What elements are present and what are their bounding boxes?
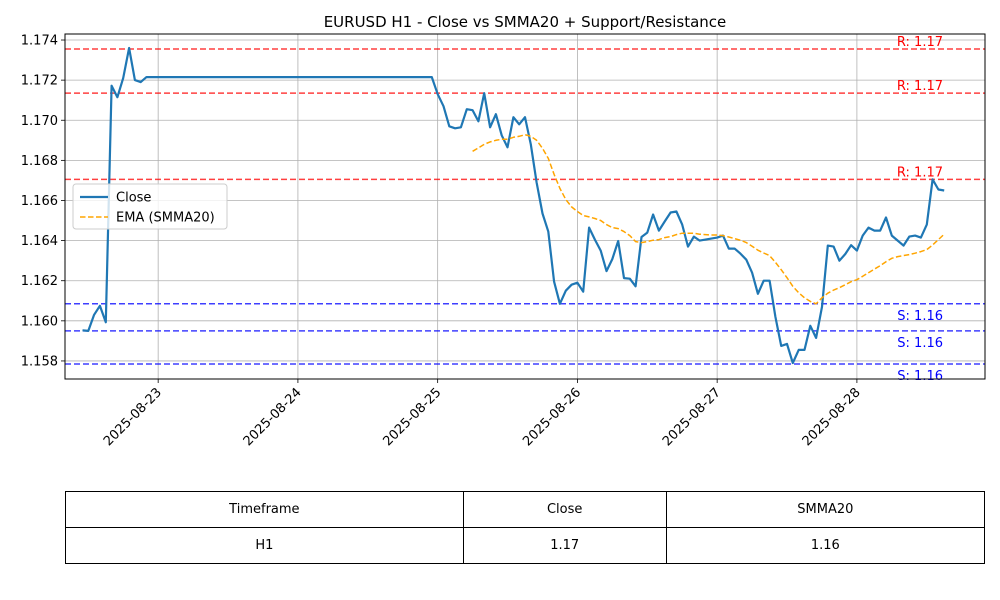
resistance-label: R: 1.17 — [897, 79, 943, 94]
series-line-smma20 — [472, 133, 945, 305]
support-label: S: 1.16 — [897, 309, 943, 324]
table-cell: 1.16 — [665, 527, 986, 564]
x-tick-label: 2025-08-28 — [800, 385, 864, 449]
y-axis: 1.158 1.160 1.162 1.164 1.166 1.168 1.170 1.172… — [21, 34, 65, 369]
table-header-cell: Timeframe — [65, 491, 464, 528]
legend-label: EMA (SMMA20) — [116, 211, 215, 226]
x-tick-label: 2025-08-26 — [520, 385, 584, 449]
resistance-label: R: 1.17 — [897, 35, 943, 50]
table-cell: H1 — [65, 527, 464, 564]
chart-canvas: EURUSD H1 - Close vs SMMA20 + Support/Re… — [21, 13, 986, 449]
table-header-cell: SMMA20 — [665, 491, 986, 528]
y-tick-label: 1.166 — [21, 194, 58, 209]
support-resistance-lines: R: 1.17 R: 1.17 R: 1.17 S: 1.16 S: 1.16 S: 1.… — [65, 35, 985, 384]
table-cell: 1.17 — [462, 527, 667, 564]
y-tick-label: 1.174 — [21, 34, 58, 49]
plot-frame — [64, 33, 986, 380]
support-label: S: 1.16 — [897, 369, 943, 384]
x-tick-label: 2025-08-27 — [660, 385, 724, 449]
resistance-label: R: 1.17 — [897, 165, 943, 180]
legend: Close EMA (SMMA20) — [72, 183, 228, 230]
y-tick-label: 1.172 — [21, 74, 58, 89]
x-tick-label: 2025-08-25 — [380, 385, 444, 449]
table-header-row: Timeframe Close SMMA20 — [65, 491, 986, 528]
x-tick-label: 2025-08-23 — [101, 385, 165, 449]
y-tick-label: 1.164 — [21, 234, 58, 249]
summary-table: Timeframe Close SMMA20 H1 1.17 1.16 — [65, 491, 986, 564]
y-tick-label: 1.158 — [21, 354, 58, 369]
x-axis: 2025-08-23 2025-08-24 2025-08-25 2025-08-26… — [101, 379, 864, 449]
legend-label: Close — [116, 191, 151, 206]
legend-box — [72, 183, 228, 230]
series-lines — [82, 46, 945, 365]
table-header-cell: Close — [462, 491, 667, 528]
support-label: S: 1.16 — [897, 336, 943, 351]
y-tick-label: 1.160 — [21, 314, 58, 329]
table-row: H1 1.17 1.16 — [65, 527, 986, 564]
y-tick-label: 1.168 — [21, 154, 58, 169]
x-tick-label: 2025-08-24 — [241, 385, 305, 449]
chart-title: EURUSD H1 - Close vs SMMA20 + Support/Re… — [324, 13, 727, 31]
y-tick-label: 1.170 — [21, 114, 58, 129]
series-line-close — [82, 46, 945, 365]
y-tick-label: 1.162 — [21, 274, 58, 289]
